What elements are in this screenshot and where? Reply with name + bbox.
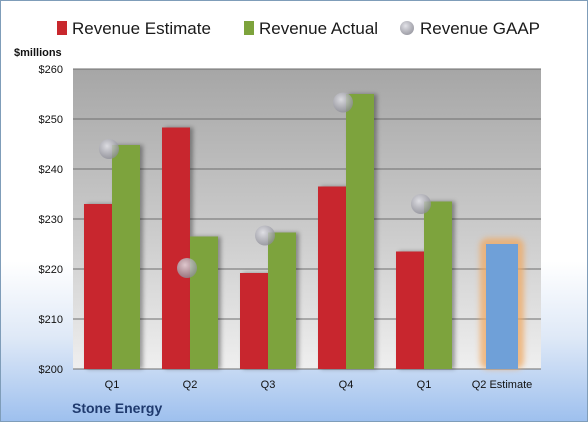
x-tick-label: Q4 (339, 379, 354, 391)
bar-revenue-estimate (318, 186, 346, 369)
bar-revenue-estimate (396, 251, 424, 369)
x-tick-label: Q2 Estimate (472, 379, 533, 391)
legend: Revenue Estimate Revenue Actual Revenue … (57, 19, 540, 38)
marker-revenue-gaap (99, 139, 119, 159)
bar-revenue-actual (424, 201, 452, 369)
bar-revenue-estimate (84, 204, 112, 369)
y-tick-label: $200 (39, 364, 63, 376)
y-tick-label: $210 (39, 314, 63, 326)
bar-revenue-estimate (240, 273, 268, 369)
marker-revenue-gaap (177, 258, 197, 278)
legend-label-revenue-estimate: Revenue Estimate (72, 19, 211, 38)
company-name: Stone Energy (72, 400, 162, 416)
x-axis-labels: Q1 Q2 Q3 Q4 Q1 Q2 Estimate (105, 379, 533, 391)
y-tick-label: $250 (39, 114, 63, 126)
marker-revenue-gaap (411, 194, 431, 214)
y-tick-label: $220 (39, 264, 63, 276)
legend-swatch-revenue-actual (244, 21, 254, 35)
marker-revenue-gaap (255, 225, 275, 246)
y-tick-label: $260 (39, 64, 63, 76)
bar-revenue-actual (112, 145, 140, 369)
bar-revenue-estimate (162, 127, 190, 369)
legend-swatch-revenue-estimate (57, 21, 67, 35)
y-tick-label: $240 (39, 164, 63, 176)
bar-revenue-actual (346, 94, 374, 369)
gridlines (73, 68, 541, 370)
bars (84, 94, 524, 369)
y-axis-unit-label: $millions (14, 47, 62, 59)
gaap-markers (99, 92, 431, 278)
bar-q2-estimate (486, 244, 518, 369)
x-tick-label: Q1 (417, 379, 432, 391)
marker-revenue-gaap (333, 92, 353, 113)
legend-label-revenue-gaap: Revenue GAAP (420, 19, 540, 38)
y-axis-ticks: $200 $210 $220 $230 $240 $250 $260 (39, 64, 63, 376)
y-tick-label: $230 (39, 214, 63, 226)
legend-label-revenue-actual: Revenue Actual (259, 19, 378, 38)
x-tick-label: Q1 (105, 379, 120, 391)
legend-swatch-revenue-gaap (400, 21, 414, 35)
bar-revenue-actual (268, 232, 296, 369)
x-tick-label: Q2 (183, 379, 198, 391)
bar-revenue-actual (190, 236, 218, 369)
x-tick-label: Q3 (261, 379, 276, 391)
